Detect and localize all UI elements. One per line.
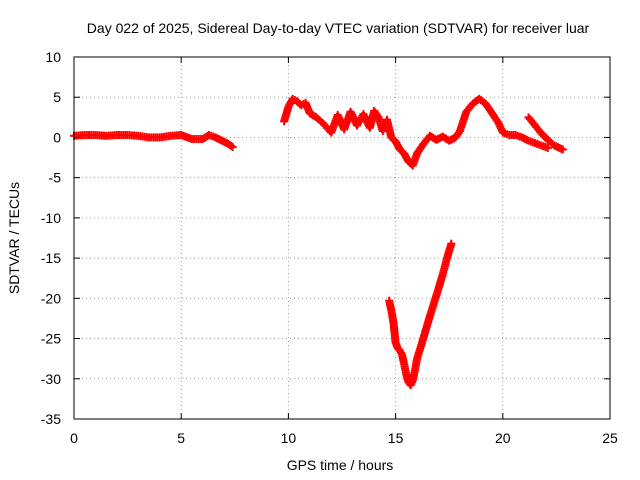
y-tick-label: -10 [41, 210, 61, 226]
chart-title: Day 022 of 2025, Sidereal Day-to-day VTE… [87, 20, 590, 36]
axis-ticks: 0 5 10 15 20 25 -35 -30 -25 -20 -15 -10 -5 0 5 10 [41, 49, 618, 446]
y-tick-label: -5 [49, 170, 62, 186]
data-point [228, 143, 237, 152]
x-axis-label: GPS time / hours [287, 457, 394, 473]
data-point-fill [227, 142, 236, 151]
y-tick-label: -25 [41, 331, 61, 347]
y-axis-label: SDTVAR / TECUs [6, 182, 22, 294]
y-tick-label: -35 [41, 411, 61, 427]
x-tick-label: 25 [602, 430, 618, 446]
series-segment-2 [280, 94, 552, 170]
plot-frame [73, 56, 611, 420]
y-tick-label: 10 [45, 49, 61, 65]
y-tick-label: 0 [53, 129, 61, 145]
data-point [558, 145, 567, 154]
x-tick-label: 20 [495, 430, 511, 446]
data-point [447, 239, 456, 248]
series-segment-4 [385, 239, 456, 390]
x-tick-label: 10 [281, 430, 297, 446]
y-tick-label: -15 [41, 250, 61, 266]
x-tick-label: 0 [70, 430, 78, 446]
grid [74, 57, 610, 419]
y-tick-label: -30 [41, 371, 61, 387]
plot-area [70, 94, 567, 390]
series-segment-3 [524, 113, 567, 154]
series-segment-1 [70, 131, 237, 152]
x-tick-label: 5 [177, 430, 185, 446]
y-tick-label: 5 [53, 89, 61, 105]
x-tick-label: 15 [388, 430, 404, 446]
data-point [543, 143, 552, 152]
y-tick-label: -20 [41, 290, 61, 306]
